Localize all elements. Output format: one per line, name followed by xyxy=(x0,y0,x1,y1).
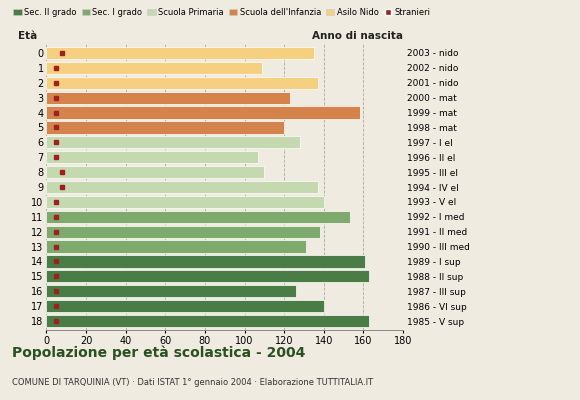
Bar xyxy=(46,62,262,74)
Bar xyxy=(46,92,290,104)
Bar xyxy=(46,255,365,268)
Bar xyxy=(46,226,320,238)
Text: COMUNE DI TARQUINIA (VT) · Dati ISTAT 1° gennaio 2004 · Elaborazione TUTTITALIA.: COMUNE DI TARQUINIA (VT) · Dati ISTAT 1°… xyxy=(12,378,373,387)
Bar xyxy=(46,77,318,89)
Bar xyxy=(46,240,306,253)
Bar xyxy=(46,285,296,297)
Bar xyxy=(46,196,324,208)
Legend: Sec. II grado, Sec. I grado, Scuola Primaria, Scuola dell'Infanzia, Asilo Nido, : Sec. II grado, Sec. I grado, Scuola Prim… xyxy=(10,4,434,20)
Bar xyxy=(46,270,369,282)
Bar xyxy=(46,166,264,178)
Text: Anno di nascita: Anno di nascita xyxy=(312,31,403,41)
Bar xyxy=(46,211,350,223)
Bar xyxy=(46,315,369,327)
Bar xyxy=(46,121,284,134)
Text: Popolazione per età scolastica - 2004: Popolazione per età scolastica - 2004 xyxy=(12,346,305,360)
Bar xyxy=(46,181,318,193)
Bar xyxy=(46,300,324,312)
Bar xyxy=(46,106,360,119)
Bar xyxy=(46,136,300,148)
Text: Età: Età xyxy=(18,31,37,41)
Bar xyxy=(46,151,259,163)
Bar xyxy=(46,47,314,59)
